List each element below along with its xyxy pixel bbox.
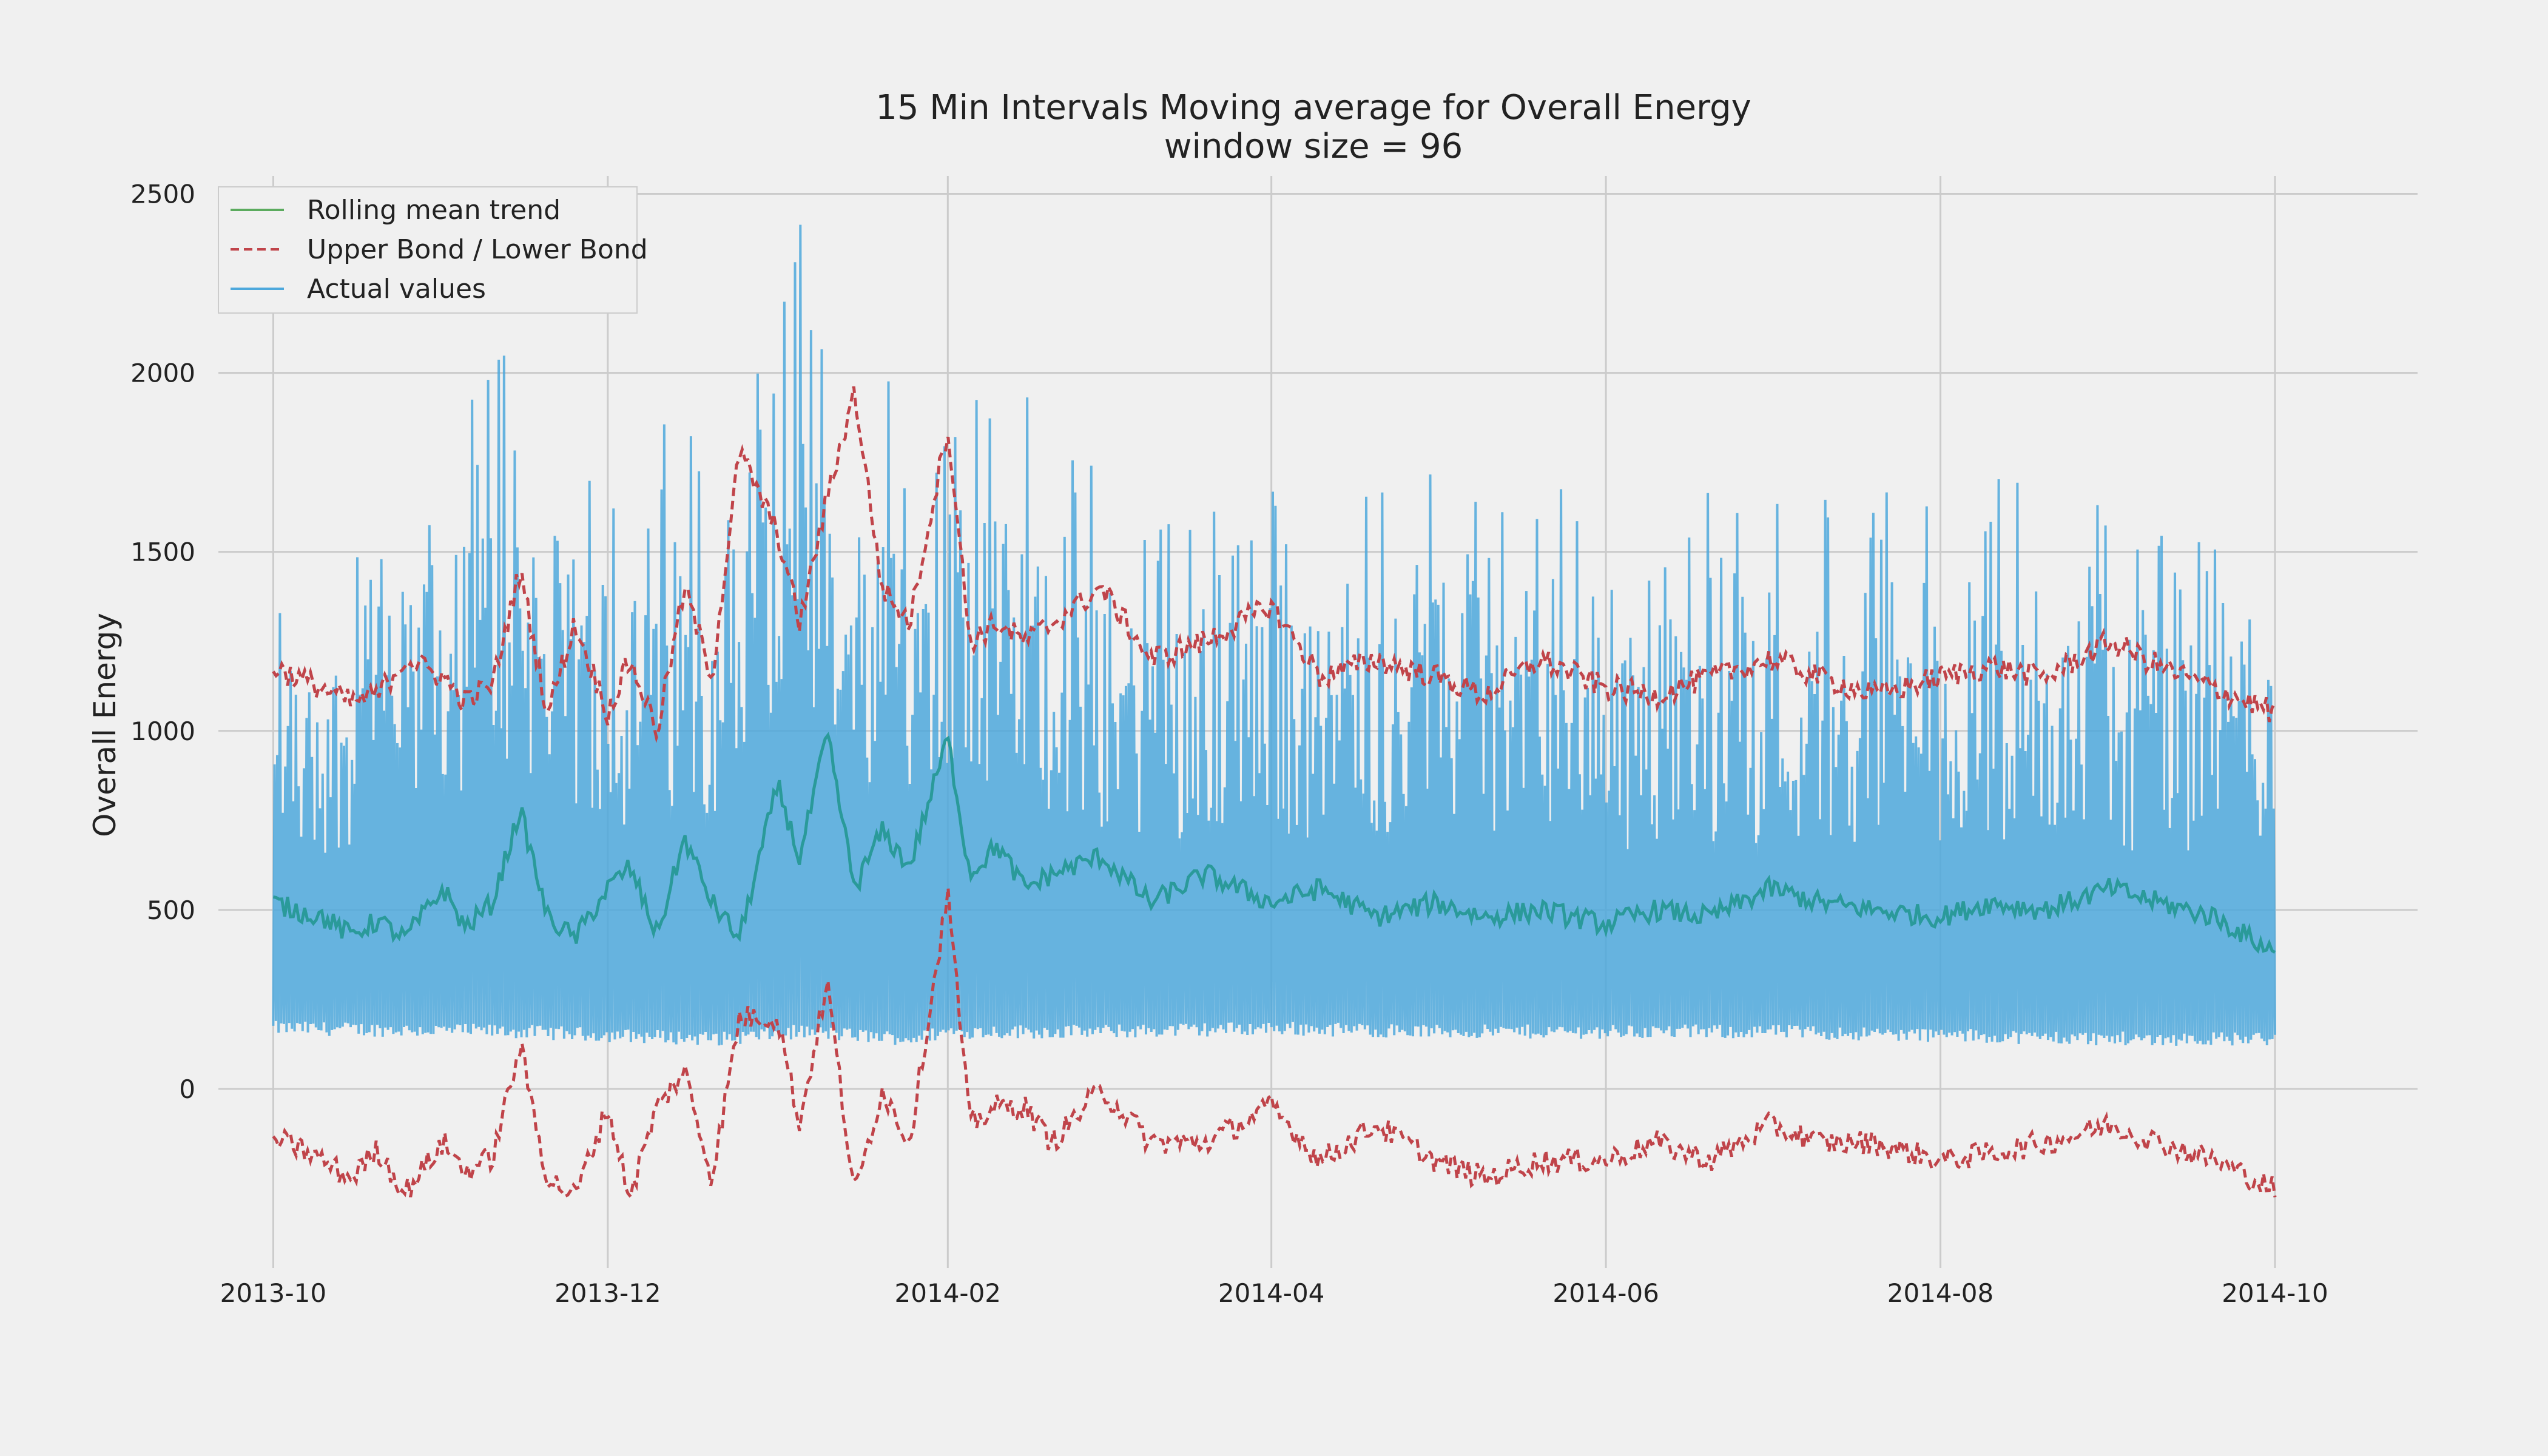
x-tick-label: 2014-08 xyxy=(1887,1278,1994,1308)
y-tick-label: 0 xyxy=(179,1074,195,1104)
x-axis-ticks: 2013-10 2013-12 2014-02 2014-04 2014-06 2014-… xyxy=(220,1278,2328,1308)
y-tick-label: 500 xyxy=(147,895,195,925)
x-tick-label: 2014-02 xyxy=(895,1278,1002,1308)
legend-box xyxy=(218,186,638,314)
actual-values-line xyxy=(272,224,2276,1046)
y-axis-ticks: 0 500 1000 1500 2000 2500 xyxy=(130,180,195,1104)
x-tick-label: 2014-04 xyxy=(1218,1278,1325,1308)
y-tick-label: 1500 xyxy=(130,538,195,567)
x-tick-label: 2013-12 xyxy=(554,1278,661,1308)
legend: Rolling mean trend Upper Bond / Lower Bo… xyxy=(218,186,648,314)
lower-bound-line xyxy=(272,888,2277,1201)
legend-label-rolling: Rolling mean trend xyxy=(307,195,561,226)
x-tick-label: 2013-10 xyxy=(220,1278,327,1308)
upper-bound-line xyxy=(272,386,2277,744)
plot-area xyxy=(272,224,2277,1201)
y-tick-label: 2000 xyxy=(130,359,195,388)
legend-label-bounds: Upper Bond / Lower Bond xyxy=(307,234,648,265)
y-tick-label: 1000 xyxy=(130,716,195,746)
y-axis-label: Overall Energy xyxy=(87,613,123,837)
y-tick-label: 2500 xyxy=(130,180,195,209)
chart-subtitle: window size = 96 xyxy=(1164,127,1463,166)
x-tick-label: 2014-06 xyxy=(1552,1278,1659,1308)
legend-label-actual: Actual values xyxy=(307,274,486,305)
rolling-mean-line xyxy=(272,732,2276,954)
x-tick-label: 2014-10 xyxy=(2222,1278,2328,1308)
chart-title: 15 Min Intervals Moving average for Over… xyxy=(875,88,1751,127)
